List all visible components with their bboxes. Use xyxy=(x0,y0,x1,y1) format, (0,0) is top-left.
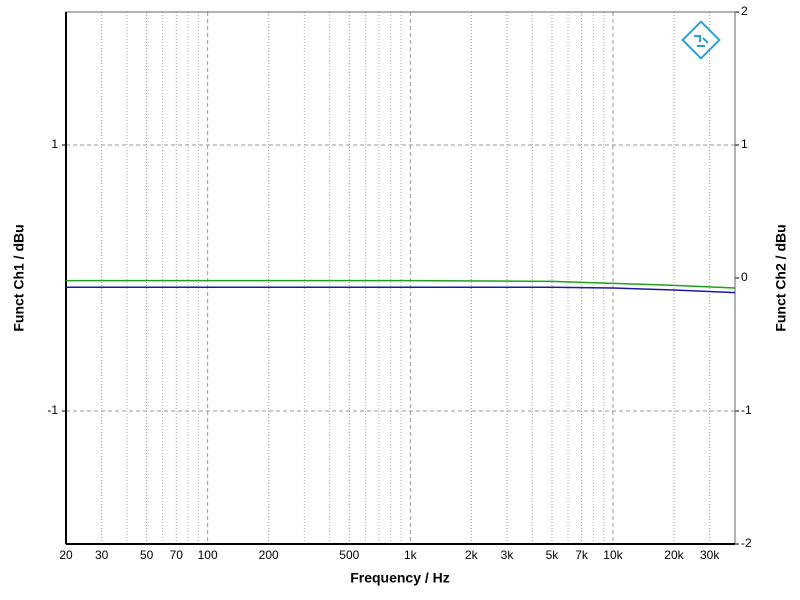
series-line xyxy=(66,286,736,294)
x-tick-label: 1k xyxy=(404,548,418,562)
y2-tick-label: 2 xyxy=(741,4,748,18)
y2-tick-label: 0 xyxy=(741,270,748,284)
x-tick-label: 5k xyxy=(546,548,560,562)
x-tick-label: 500 xyxy=(339,548,359,562)
y2-tick-label: 1 xyxy=(741,137,748,151)
logo xyxy=(681,20,721,60)
x-tick-label: 30k xyxy=(700,548,720,562)
plot-frame xyxy=(65,11,736,545)
y-axis-title: Funct Ch1 / dBu xyxy=(11,224,27,331)
x-axis-title: Frequency / Hz xyxy=(350,570,450,586)
y2-axis-title: Funct Ch2 / dBu xyxy=(773,224,789,331)
x-tick-label: 50 xyxy=(140,548,154,562)
y2-tick-label: -2 xyxy=(741,536,752,550)
x-tick-label: 20 xyxy=(59,548,73,562)
x-tick-label: 30 xyxy=(95,548,109,562)
x-tick-label: 3k xyxy=(501,548,515,562)
y-tick-label: -1 xyxy=(47,403,58,417)
x-tick-label: 20k xyxy=(664,548,684,562)
x-tick-label: 2k xyxy=(465,548,479,562)
x-tick-label: 7k xyxy=(575,548,589,562)
series-line xyxy=(66,279,736,289)
y-tick-label: 1 xyxy=(51,137,58,151)
x-tick-label: 10k xyxy=(603,548,623,562)
x-tick-label: 200 xyxy=(259,548,279,562)
x-tick-label: 70 xyxy=(170,548,184,562)
x-tick-label: 100 xyxy=(198,548,218,562)
y2-tick-label: -1 xyxy=(741,403,752,417)
